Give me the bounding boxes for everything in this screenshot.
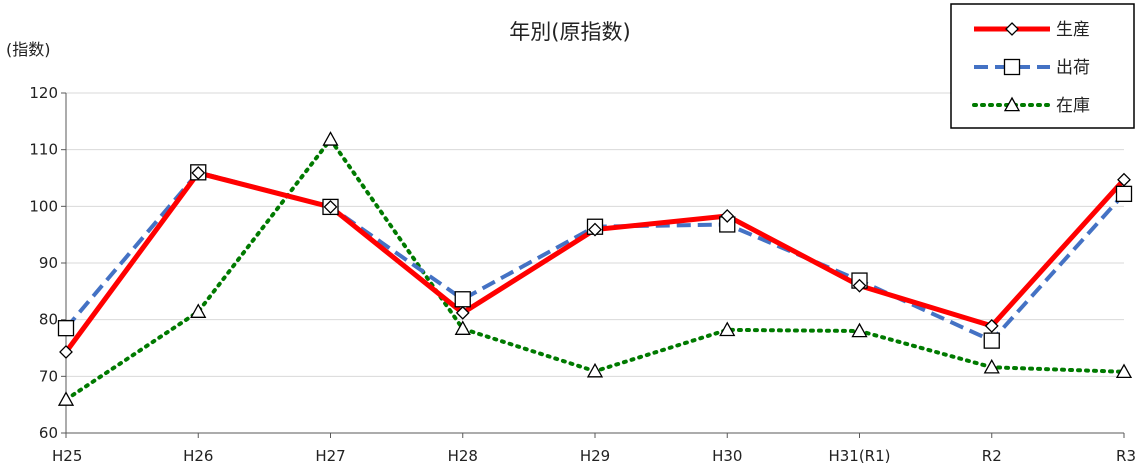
y-tick-label: 110 — [29, 141, 58, 159]
diamond-marker — [1117, 172, 1131, 187]
square-marker — [57, 320, 75, 337]
triangle-marker — [1115, 363, 1133, 379]
triangle-marker — [190, 303, 207, 318]
x-tick-label: R2 — [982, 447, 1002, 465]
square-marker — [1115, 185, 1133, 203]
triangle-marker — [983, 358, 1000, 374]
y-tick-label: 100 — [29, 197, 58, 215]
triangle-marker — [454, 320, 471, 335]
x-tick-label: H28 — [448, 447, 478, 465]
diamond-marker — [323, 199, 338, 214]
y-tick-label: 80 — [39, 311, 58, 329]
diamond-marker — [720, 209, 735, 223]
legend-label-0: 生産 — [1056, 20, 1090, 40]
legend-square-marker — [1003, 58, 1021, 76]
diamond-marker — [588, 222, 602, 237]
x-tick-label: R3 — [1116, 447, 1136, 465]
diamond-marker — [59, 345, 73, 359]
square-marker — [983, 332, 1000, 349]
series-lines — [63, 137, 1126, 402]
legend-diamond-marker — [1005, 22, 1019, 36]
triangle-marker — [57, 391, 75, 406]
triangle-marker — [851, 322, 868, 338]
x-tick-label: H29 — [580, 447, 610, 465]
diamond-marker — [455, 305, 470, 320]
series-line-0 — [63, 170, 1126, 354]
chart-title: 年別(原指数) — [509, 20, 630, 44]
triangle-marker — [719, 321, 736, 337]
diamond-marker — [191, 165, 206, 180]
x-tick-label: H26 — [183, 447, 213, 465]
y-tick-label: 70 — [39, 367, 58, 385]
y-axis-label: (指数) — [6, 40, 51, 59]
x-tick-label: H31(R1) — [828, 447, 890, 465]
series-markers — [57, 131, 1133, 406]
axes: 60 70 80 90 100 110 120 H25 H26 H27 H28 H29 H30 H31(R… — [29, 84, 1136, 465]
x-tick-label: H30 — [712, 447, 742, 465]
legend-label-1: 出荷 — [1056, 58, 1090, 78]
x-tick-label: H25 — [52, 447, 82, 465]
y-tick-label: 90 — [39, 254, 58, 272]
y-tick-label: 120 — [29, 84, 58, 102]
gridlines — [66, 92, 1124, 377]
triangle-marker — [586, 362, 604, 378]
legend-triangle-marker — [1003, 96, 1021, 112]
triangle-marker — [322, 131, 339, 146]
square-marker — [454, 291, 471, 308]
diamond-marker — [984, 318, 999, 333]
y-tick-label: 60 — [39, 424, 58, 442]
diamond-marker — [852, 278, 867, 293]
x-tick-label: H27 — [315, 447, 345, 465]
legend-label-2: 在庫 — [1056, 96, 1090, 116]
